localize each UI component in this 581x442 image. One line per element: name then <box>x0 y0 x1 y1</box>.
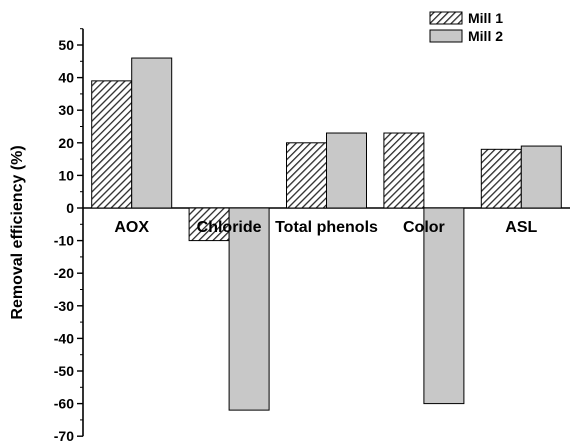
y-tick-label: 50 <box>58 37 74 53</box>
legend-swatch-mill-2 <box>429 29 463 43</box>
y-tick-label: 40 <box>58 70 74 86</box>
bar-mill-1-color <box>383 132 425 209</box>
y-tick-label: 10 <box>58 167 74 183</box>
bar-mill-1-chloride <box>188 207 230 242</box>
bar-mill-2-total-phenols <box>326 132 367 209</box>
y-axis-title: Removal efficiency (%) <box>9 145 26 319</box>
bar-mill-1-aox <box>91 80 133 209</box>
y-tick-label: -30 <box>54 298 74 314</box>
y-tick-label: -20 <box>54 265 74 281</box>
bar-mill-2-color <box>423 207 465 405</box>
bar-mill-1-asl <box>480 148 522 209</box>
labels-group: 50 40 30 20 10 0 -10 -20 -30 -40 -50 -60 -70 AOX Chlor… <box>54 37 538 442</box>
y-tick-label: 0 <box>66 200 74 216</box>
bar-mill-2-chloride <box>228 207 270 411</box>
category-label-chloride: Chloride <box>197 219 262 236</box>
bars-group <box>91 57 562 411</box>
bar-mill-2-asl <box>520 145 562 209</box>
legend-label-mill-2: Mill 2 <box>468 28 503 44</box>
y-tick-label: 20 <box>58 135 74 151</box>
bar-mill-2-aox <box>131 57 173 209</box>
category-label-total-phenols: Total phenols <box>275 219 378 236</box>
bar-mill-1-total-phenols <box>286 142 327 209</box>
category-label-color: Color <box>403 219 445 236</box>
y-tick-label: -10 <box>54 233 74 249</box>
legend: Mill 1 Mill 2 <box>429 10 503 44</box>
y-tick-label: -60 <box>54 396 74 412</box>
y-tick-label: -40 <box>54 330 74 346</box>
category-label-aox: AOX <box>114 219 149 236</box>
category-label-asl: ASL <box>505 219 537 236</box>
y-tick-label: -50 <box>54 363 74 379</box>
legend-swatch-mill-1 <box>429 11 463 25</box>
legend-label-mill-1: Mill 1 <box>468 10 503 26</box>
y-tick-label: 30 <box>58 102 74 118</box>
y-tick-label: -70 <box>54 428 74 442</box>
